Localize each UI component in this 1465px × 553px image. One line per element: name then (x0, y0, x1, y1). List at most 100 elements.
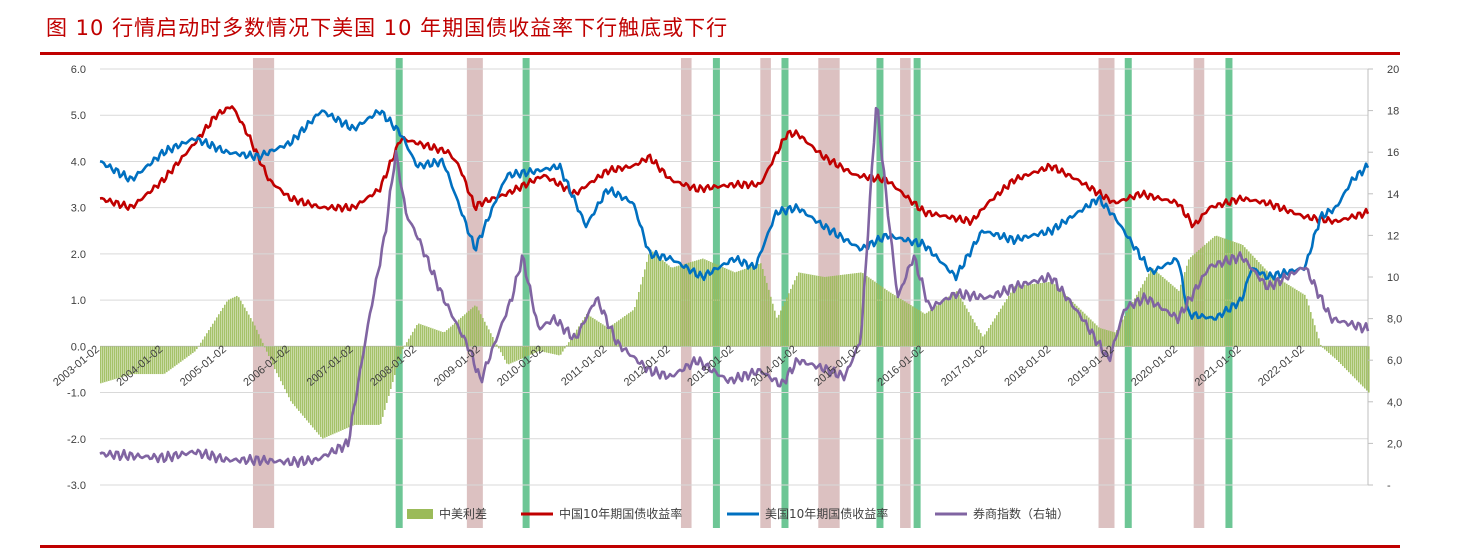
spread-bar (120, 346, 122, 378)
spread-bar (396, 346, 398, 369)
spread-bar (794, 280, 796, 347)
spread-bar (674, 266, 676, 347)
spread-bar (882, 287, 884, 347)
spread-bar (1346, 346, 1348, 371)
spread-bar (1254, 257, 1256, 347)
spread-bar (1042, 282, 1044, 347)
spread-bar (348, 346, 350, 428)
spread-bar (300, 346, 302, 414)
spread-bar (1256, 259, 1258, 347)
spread-bar (1308, 305, 1310, 347)
spread-bar (410, 335, 412, 347)
spread-bar (790, 288, 792, 347)
spread-bar (542, 346, 544, 352)
spread-bar (782, 306, 784, 347)
spread-bar (404, 345, 406, 347)
spread-bar (1278, 278, 1280, 347)
spread-bar (506, 346, 508, 364)
spread-bar (1364, 346, 1366, 389)
spread-bar (522, 346, 524, 359)
spread-bar (1072, 301, 1074, 347)
spread-bar (360, 346, 362, 425)
spread-bar (1124, 316, 1126, 347)
spread-bar (1280, 280, 1282, 347)
spread-bar (714, 263, 716, 347)
legend-label: 中美利差 (439, 506, 487, 521)
spread-bar (836, 275, 838, 347)
legend-label: 券商指数（右轴） (973, 506, 1069, 521)
spread-bar (148, 346, 150, 375)
spread-bar (1030, 284, 1032, 347)
spread-bar (1022, 285, 1024, 347)
spread-bar (902, 300, 904, 347)
spread-bar (450, 326, 452, 347)
spread-bar (264, 346, 266, 348)
spread-bar (1038, 283, 1040, 347)
spread-bar (1250, 253, 1252, 347)
spread-bar (1312, 318, 1314, 347)
spread-bar (270, 346, 272, 361)
spread-bar (972, 319, 974, 347)
spread-bar (240, 300, 242, 347)
spread-bar (1052, 282, 1054, 347)
left-tick-label: 5.0 (71, 110, 86, 122)
spread-bar (430, 327, 432, 347)
spread-bar (784, 301, 786, 347)
spread-bar (394, 346, 396, 376)
spread-bar (158, 346, 160, 375)
spread-bar (196, 346, 198, 350)
spread-bar (172, 346, 174, 368)
legend-label: 中国10年期国债收益率 (559, 506, 682, 521)
spread-bar (150, 346, 152, 375)
spread-bar (808, 274, 810, 347)
spread-bar (878, 284, 880, 347)
spread-bar (680, 265, 682, 347)
spread-bar (772, 303, 774, 347)
spread-bar (844, 274, 846, 347)
spread-bar (830, 276, 832, 347)
spread-bar (408, 338, 410, 347)
spread-bar (518, 346, 520, 360)
right-tick-label: 12 (1387, 230, 1399, 242)
spread-bar (1016, 285, 1018, 347)
spread-bar (820, 276, 822, 347)
spread-bar (432, 328, 434, 347)
spread-bar (616, 321, 618, 347)
spread-bar (488, 329, 490, 347)
spread-bar (914, 307, 916, 347)
spread-bar (1132, 301, 1134, 347)
spread-bar (1342, 346, 1344, 367)
left-tick-label: 0.0 (71, 341, 86, 353)
spread-bar (740, 270, 742, 347)
spread-bar (1154, 270, 1156, 347)
spread-bar (128, 346, 130, 376)
spread-bar (876, 283, 878, 347)
green-band (876, 58, 884, 528)
spread-bar (1234, 242, 1236, 347)
spread-bar (1146, 277, 1148, 347)
right-tick-label: 16 (1387, 147, 1399, 159)
spread-bar (1014, 286, 1016, 347)
spread-bar (1200, 248, 1202, 347)
spread-bar (1316, 331, 1318, 347)
spread-bar (124, 346, 126, 377)
spread-bar (332, 346, 334, 435)
spread-bar (726, 268, 728, 347)
spread-bar (894, 295, 896, 347)
spread-bar (762, 269, 764, 347)
spread-bar (452, 324, 454, 347)
spread-bar (534, 346, 536, 353)
spread-bar (130, 346, 132, 375)
spread-bar (138, 346, 140, 375)
spread-bar (864, 274, 866, 347)
spread-bar (930, 309, 932, 347)
spread-bar (320, 346, 322, 437)
spread-bar (1086, 315, 1088, 347)
spread-bar (926, 312, 928, 347)
spread-bar (470, 309, 472, 347)
spread-bar (1248, 251, 1250, 347)
spread-bar (168, 346, 170, 371)
spread-bar (274, 346, 276, 370)
spread-bar (962, 301, 964, 347)
